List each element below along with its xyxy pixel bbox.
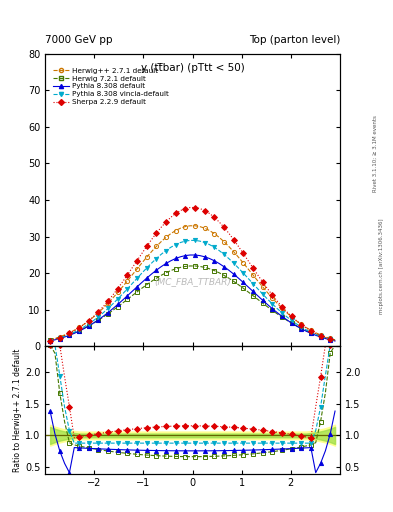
- Text: y (tt̅bar) (pTtt < 50): y (tt̅bar) (pTtt < 50): [141, 62, 244, 73]
- Text: 7000 GeV pp: 7000 GeV pp: [45, 35, 113, 45]
- Legend: Herwig++ 2.7.1 default, Herwig 7.2.1 default, Pythia 8.308 default, Pythia 8.308: Herwig++ 2.7.1 default, Herwig 7.2.1 def…: [52, 66, 170, 106]
- Text: mcplots.cern.ch [arXiv:1306.3436]: mcplots.cern.ch [arXiv:1306.3436]: [379, 219, 384, 314]
- Text: Rivet 3.1.10; ≥ 3.1M events: Rivet 3.1.10; ≥ 3.1M events: [373, 115, 378, 192]
- Text: Top (parton level): Top (parton level): [248, 35, 340, 45]
- Text: (MC_FBA_TTBAR): (MC_FBA_TTBAR): [154, 278, 231, 287]
- Y-axis label: Ratio to Herwig++ 2.7.1 default: Ratio to Herwig++ 2.7.1 default: [13, 348, 22, 472]
